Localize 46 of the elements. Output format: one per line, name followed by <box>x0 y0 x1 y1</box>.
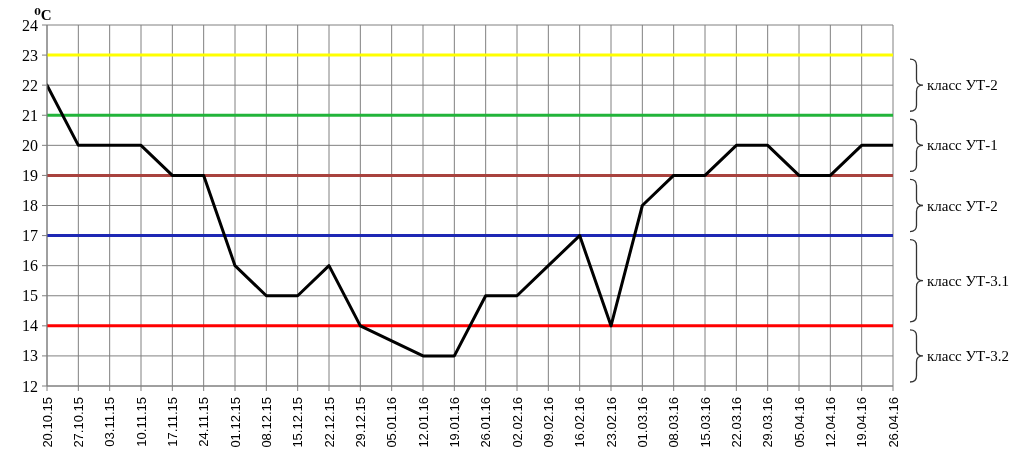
x-tick-label: 29.12.15 <box>352 397 368 448</box>
x-tick-label: 09.02.16 <box>540 397 556 448</box>
x-tick-label: 26.01.16 <box>478 397 494 448</box>
x-tick-label: 23.02.16 <box>603 397 619 448</box>
x-tick-label: 12.04.16 <box>822 397 838 448</box>
x-tick-label: 01.12.15 <box>227 397 243 448</box>
text: класс УТ-2 <box>927 197 998 214</box>
x-tick-label: 08.12.15 <box>258 397 274 448</box>
y-tick-label: 24 <box>22 16 38 34</box>
x-tick-label: 10.11.15 <box>133 397 149 447</box>
x-tick-label: 15.12.15 <box>290 397 306 448</box>
x-tick-label: 01.03.16 <box>634 397 650 448</box>
y-tick-label: 17 <box>22 227 38 245</box>
y-tick-label: 12 <box>22 377 38 395</box>
y-tick-label: 15 <box>22 287 38 305</box>
text: класс УТ-2 <box>927 77 998 94</box>
y-tick-label: 22 <box>22 76 38 94</box>
x-tick-label: 15.03.16 <box>697 397 713 448</box>
x-tick-label: 17.11.15 <box>164 397 180 447</box>
text: класс УТ-3.1 <box>927 272 1010 289</box>
x-tick-label: 02.02.16 <box>509 397 525 448</box>
x-tick-label: 29.03.16 <box>760 397 776 448</box>
x-tick-label: 22.12.15 <box>321 397 337 448</box>
x-tick-label: 22.03.16 <box>728 397 744 448</box>
text: класс УТ-3.2 <box>927 347 1010 364</box>
x-tick-label: 16.02.16 <box>572 397 588 448</box>
x-tick-label: 05.04.16 <box>791 397 807 448</box>
y-tick-label: 18 <box>22 197 38 214</box>
y-tick-label: 13 <box>22 347 38 365</box>
y-tick-label: 16 <box>22 257 38 275</box>
x-tick-label: 05.01.16 <box>384 397 400 448</box>
x-tick-label: 19.04.16 <box>854 397 870 448</box>
y-tick-label: 14 <box>22 317 38 335</box>
x-tick-label: 19.01.16 <box>446 397 462 448</box>
x-tick-label: 03.11.15 <box>102 397 118 447</box>
x-tick-label: 27.10.15 <box>70 397 86 448</box>
text: класс УТ-1 <box>927 137 998 154</box>
x-tick-label: 12.01.16 <box>415 397 431 448</box>
x-tick-label: 24.11.15 <box>196 397 212 447</box>
x-tick-label: 26.04.16 <box>885 397 901 448</box>
x-tick-label: 20.10.15 <box>39 397 55 448</box>
y-tick-label: 20 <box>22 136 38 154</box>
y-tick-label: 23 <box>22 46 38 64</box>
y-tick-label: 21 <box>22 106 38 124</box>
x-tick-label: 08.03.16 <box>666 397 682 448</box>
y-tick-label: 19 <box>22 166 38 184</box>
